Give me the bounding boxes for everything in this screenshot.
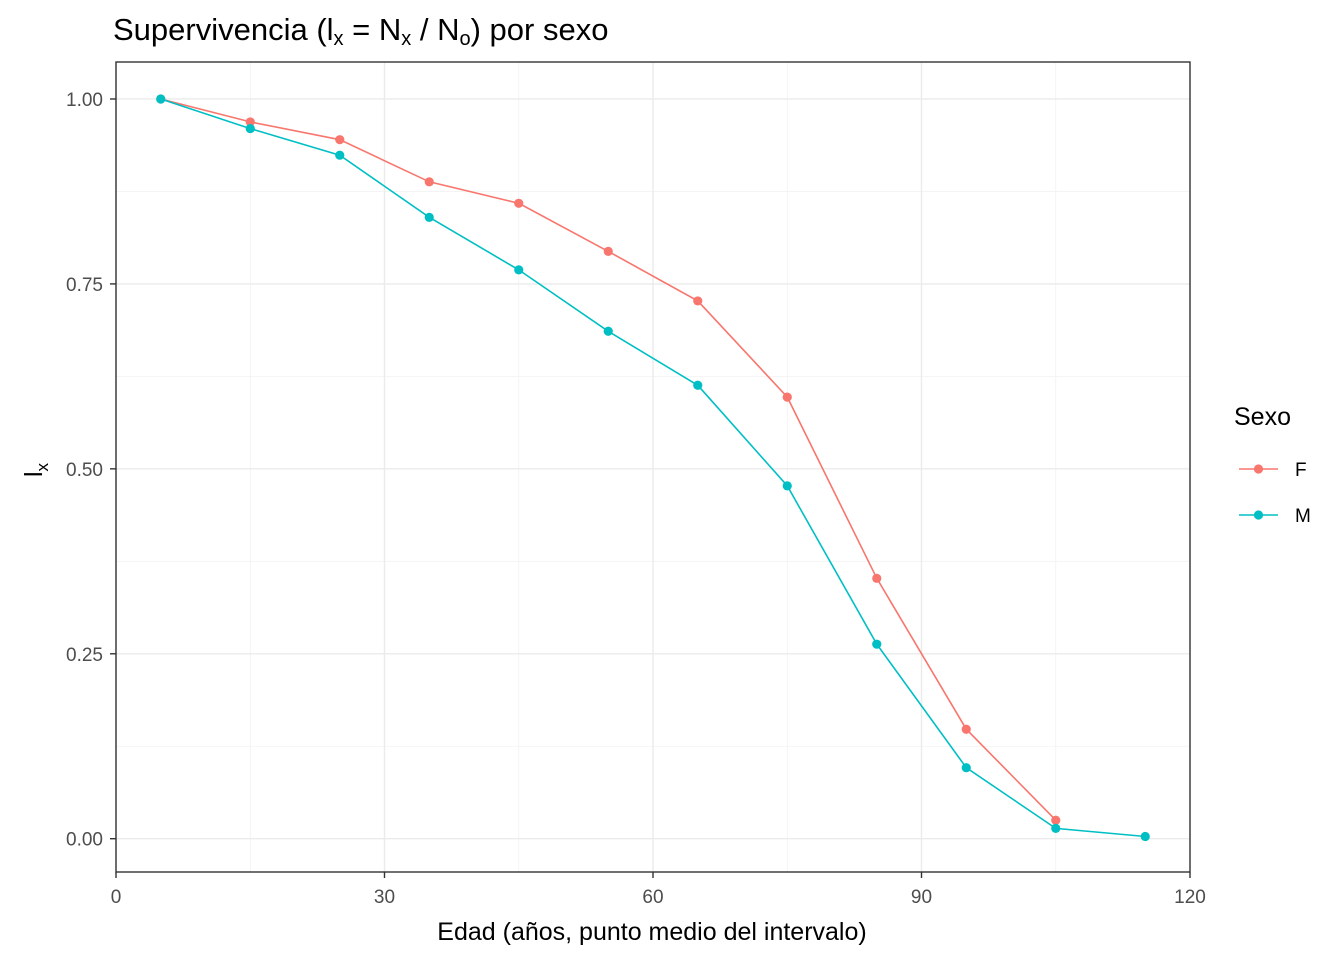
legend: Sexo F M	[1234, 403, 1311, 527]
legend-label-m: M	[1295, 506, 1311, 527]
x-tick-label: 0	[111, 887, 122, 908]
x-tick-label: 30	[374, 887, 395, 908]
data-point-f	[245, 117, 255, 127]
y-axis-title: lx	[20, 462, 52, 477]
data-point-f	[782, 392, 792, 402]
x-tick-label: 90	[911, 887, 932, 908]
legend-item-f: F	[1239, 460, 1307, 481]
data-point-m	[693, 380, 703, 390]
series-m	[156, 94, 1150, 842]
data-point-m	[782, 481, 792, 491]
axis-ticks: 0 30 60 90 120 0.00 0.25 0.50 0.75 1.00	[66, 90, 1206, 908]
y-tick-label: 0.25	[66, 645, 103, 666]
data-point-m	[245, 123, 255, 134]
data-point-m	[603, 326, 613, 336]
x-tick-label: 60	[642, 887, 663, 908]
series-line-m	[160, 98, 1146, 838]
legend-item-m: M	[1239, 506, 1311, 527]
data-point-m	[961, 763, 971, 773]
legend-point-m	[1253, 510, 1264, 520]
data-point-m	[1051, 823, 1061, 833]
data-point-f	[335, 135, 345, 145]
data-point-m	[514, 265, 524, 275]
data-point-f	[603, 246, 613, 256]
data-point-m	[424, 212, 434, 222]
series-f	[156, 94, 1061, 825]
y-tick-label: 0.75	[66, 275, 103, 296]
data-point-f	[514, 198, 524, 208]
y-tick-label: 0.00	[66, 830, 103, 851]
data-point-f	[1051, 815, 1061, 825]
x-axis-title: Edad (años, punto medio del intervalo)	[437, 918, 866, 946]
data-point-f	[693, 296, 703, 306]
data-point-f	[424, 177, 434, 187]
x-tick-label: 120	[1174, 887, 1206, 908]
data-point-m	[156, 94, 166, 104]
legend-point-f	[1253, 464, 1264, 474]
legend-title: Sexo	[1234, 403, 1291, 431]
data-point-m	[335, 150, 345, 160]
data-point-f	[872, 573, 882, 583]
y-tick-label: 0.50	[66, 460, 103, 481]
legend-label-f: F	[1295, 460, 1307, 481]
data-point-m	[872, 639, 882, 649]
data-point-f	[961, 724, 971, 734]
chart-title: Supervivencia (lx = Nx / No) por sexo	[113, 12, 608, 50]
series-layer	[156, 94, 1150, 842]
grid-lines	[115, 62, 1191, 872]
data-point-m	[1140, 831, 1150, 842]
y-tick-label: 1.00	[66, 90, 103, 111]
